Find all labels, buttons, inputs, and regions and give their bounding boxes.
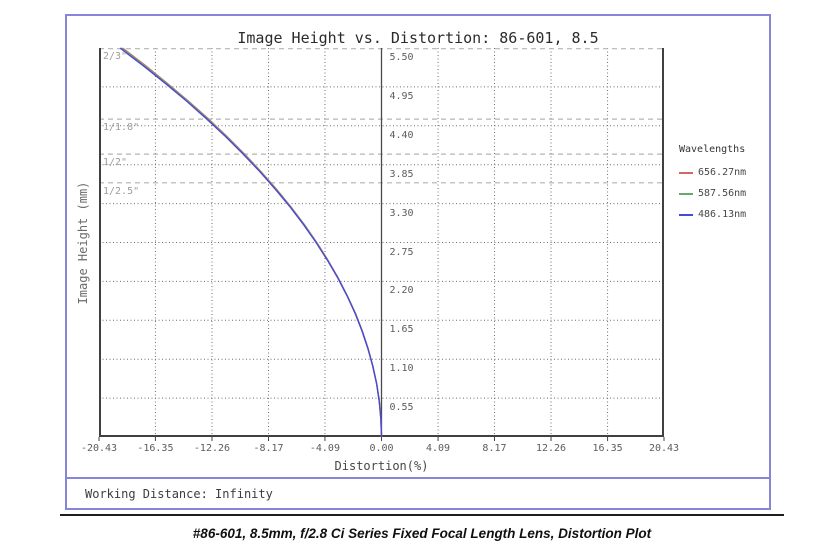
- sensor-format-label: 1/1.8": [103, 122, 140, 134]
- series-line-587.56nm: [120, 47, 383, 438]
- y-tick-label: 3.85: [389, 168, 414, 180]
- figure-caption: #86-601, 8.5mm, f/2.8 Ci Series Fixed Fo…: [192, 526, 652, 541]
- x-tick-labels: -20.43 -16.35 -12.26 -8.17 -4.09 0.00 4.09 8.17…: [81, 443, 679, 457]
- plot-area: 5.50 4.95 4.40 3.85 3.30 2.75 2.20 1.65 1.10 0.55…: [98, 47, 665, 441]
- legend-entry: 587.56nm: [679, 183, 746, 204]
- working-distance-text: Working Distance: Infinity: [85, 487, 273, 501]
- legend-label: 587.56nm: [698, 188, 747, 199]
- y-tick-label: 0.55: [389, 402, 414, 414]
- x-axis-title: Distortion(%): [334, 459, 429, 473]
- x-tick-label: -20.43: [80, 443, 118, 454]
- x-tick-label: -8.17: [253, 443, 284, 454]
- sensor-format-label: 1/2": [103, 157, 128, 169]
- legend-label: 656.27nm: [698, 167, 747, 178]
- x-tick-label: 20.43: [648, 443, 680, 454]
- x-tick-label: 0.00: [369, 443, 394, 454]
- footer-divider: [67, 477, 769, 479]
- x-tick-label: 12.26: [535, 443, 567, 454]
- x-tick-label: 16.35: [592, 443, 623, 454]
- y-tick-label: 4.40: [389, 129, 414, 141]
- figure-border-box: Image Height vs. Distortion: 86-601, 8.5…: [65, 14, 771, 510]
- series-line-486.13nm: [119, 47, 383, 438]
- x-tick-label: 4.09: [426, 443, 451, 454]
- chart-title: Image Height vs. Distortion: 86-601, 8.5: [237, 29, 599, 47]
- y-tick-label: 3.30: [389, 207, 414, 219]
- caption-rule: [60, 514, 784, 516]
- y-tick-label: 4.95: [389, 90, 414, 102]
- x-tick-label: -16.35: [137, 443, 174, 454]
- legend: Wavelengths 656.27nm 587.56nm 486.13nm: [679, 144, 746, 225]
- sensor-format-label: 1/2.5": [103, 185, 140, 197]
- x-tick-label: 8.17: [482, 443, 507, 454]
- legend-label: 486.13nm: [698, 209, 747, 220]
- y-tick-label: 1.10: [389, 363, 414, 375]
- legend-entry: 656.27nm: [679, 162, 746, 183]
- y-tick-label: 1.65: [389, 324, 414, 336]
- sensor-format-label: 2/3": [103, 51, 128, 62]
- y-tick-label: 5.50: [389, 52, 414, 63]
- series-line-656.27nm: [122, 47, 383, 438]
- legend-line-swatch: [679, 213, 693, 216]
- plot-canvas: [98, 47, 665, 441]
- x-tick-label: -4.09: [309, 443, 340, 454]
- legend-title: Wavelengths: [679, 144, 746, 155]
- legend-entry: 486.13nm: [679, 204, 746, 225]
- legend-line-swatch: [679, 192, 693, 195]
- y-tick-label: 2.20: [389, 285, 414, 297]
- y-tick-label: 2.75: [389, 246, 414, 258]
- x-tick-label: -12.26: [193, 443, 231, 454]
- legend-line-swatch: [679, 171, 693, 174]
- y-axis-title: Image Height (mm): [76, 181, 90, 305]
